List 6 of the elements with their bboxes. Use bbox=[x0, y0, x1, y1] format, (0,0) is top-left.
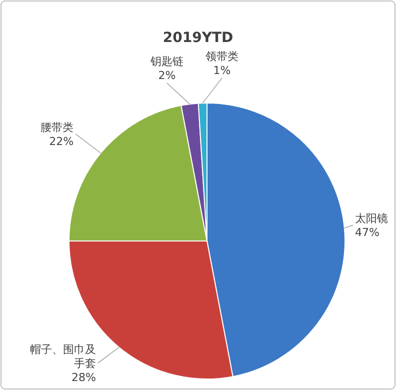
label: 钥匙链 2% bbox=[150, 55, 184, 82]
label: 太阳镜 47% bbox=[355, 212, 388, 240]
chart-title: 2019YTD bbox=[162, 30, 234, 46]
label: 领带类 1% bbox=[205, 50, 238, 77]
label: 腰带类 22% bbox=[40, 120, 74, 148]
label: 帽子、围巾及手套 28% bbox=[30, 343, 96, 384]
